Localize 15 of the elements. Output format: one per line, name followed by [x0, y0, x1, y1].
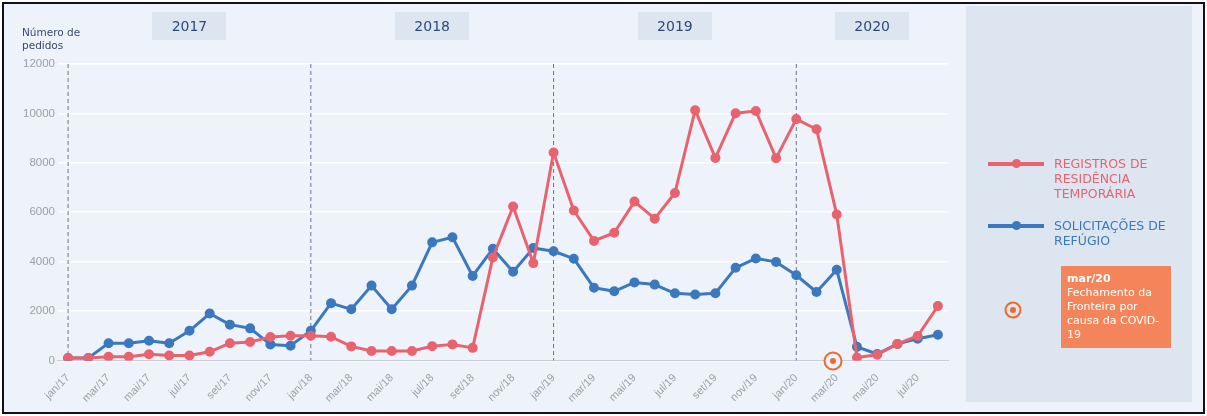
y-axis-title: Número de pedidos — [22, 26, 82, 52]
y-tick-label: 2000 — [29, 304, 55, 317]
text: 2020 — [835, 12, 910, 40]
legend-label: SOLICITAÇÕES DE REFÚGIO — [1054, 218, 1167, 248]
y-tick-label: 12000 — [22, 57, 55, 70]
text: 2017 — [152, 12, 227, 40]
y-tick-label: 6000 — [29, 205, 55, 218]
text: 2019 — [637, 12, 712, 40]
text: 2018 — [395, 12, 470, 40]
y-tick-label: 0 — [48, 353, 55, 366]
y-tick-label: 10000 — [22, 106, 55, 119]
text: mar/20 Fechamento da Fronteira por causa da COVID-19 — [1061, 266, 1171, 348]
y-tick-label: 4000 — [29, 254, 55, 267]
legend-label: REGISTROS DE RESIDÊNCIA TEMPORÁRIA — [1054, 156, 1149, 201]
y-tick-label: 8000 — [29, 155, 55, 168]
